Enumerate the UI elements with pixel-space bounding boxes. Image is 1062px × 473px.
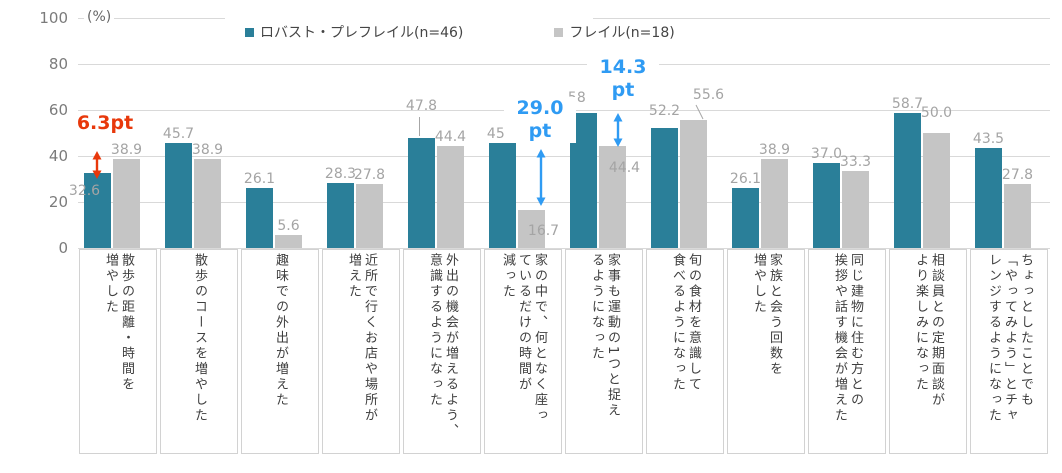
bar-value-label: 26.1 xyxy=(729,170,762,187)
bar-s1-c7 xyxy=(680,120,707,248)
bar-s1-c0 xyxy=(113,158,140,248)
category-label: 家族と会う回数を 増やした xyxy=(751,253,782,377)
bar-value-label: 38.9 xyxy=(758,141,791,158)
bar-s0-c1 xyxy=(165,142,192,248)
category-label-box-10: 相談員との定期面談が より楽しみになった xyxy=(889,249,967,454)
double-arrow-icon xyxy=(92,151,102,179)
bar-s1-c5 xyxy=(518,209,545,248)
bar-s0-c11 xyxy=(975,147,1002,248)
category-label: 同じ建物に住む方との 挨拶や話す機会が増えた xyxy=(832,253,863,424)
category-label-box-1: 散歩のコースを増やした xyxy=(160,249,238,454)
category-label: ちょっとしたことでも 「やってみよう」とチャ レンジするようになった xyxy=(986,253,1033,424)
bar-value-label: 38.9 xyxy=(110,141,143,158)
bar-value-label: 52.2 xyxy=(648,102,681,119)
legend-item-1: フレイル(n=18) xyxy=(554,22,675,42)
bar-value-label: 38.9 xyxy=(191,141,224,158)
bar-value-label: 16.7 xyxy=(527,222,560,239)
bar-value-label: 58.7 xyxy=(891,95,924,112)
category-label-box-7: 旬の食材を意識して 食べるようになった xyxy=(646,249,724,454)
diff-annotation-0: 6.3pt xyxy=(69,112,141,135)
category-label-box-6: 家事も運動の1つと捉え るようになった xyxy=(565,249,643,454)
legend-swatch-icon xyxy=(245,27,254,37)
chart-legend: ロバスト・プレフレイル(n=46) フレイル(n=18) xyxy=(225,8,675,46)
bar-value-label: 26.1 xyxy=(243,170,276,187)
double-arrow-icon xyxy=(536,149,546,206)
bar-s1-c3 xyxy=(356,184,383,248)
legend-label: フレイル(n=18) xyxy=(569,25,675,41)
bar-s1-c6 xyxy=(599,145,626,248)
label-leader-line xyxy=(695,104,704,120)
category-label-box-8: 家族と会う回数を 増やした xyxy=(727,249,805,454)
bar-value-label: 55.6 xyxy=(692,87,725,104)
category-label: 外出の機会が増えるよう、 意識するようになった xyxy=(427,253,458,439)
bar-s0-c3 xyxy=(327,182,354,248)
category-label: 散歩のコースを増やした xyxy=(192,253,207,424)
bar-s0-c5 xyxy=(489,142,516,248)
bar-s0-c7 xyxy=(651,127,678,248)
gridline-80 xyxy=(78,64,1050,65)
bar-value-label: 47.8 xyxy=(405,98,438,115)
category-label: 近所で行くお店や場所が 増えた xyxy=(346,253,377,424)
bar-value-label: 45.7 xyxy=(162,125,195,142)
y-axis-tick-label: 0 xyxy=(58,239,68,257)
bar-s1-c11 xyxy=(1004,184,1031,248)
y-axis-tick-label: 20 xyxy=(48,193,68,211)
bar-s0-c8 xyxy=(732,187,759,248)
bar-s0-c9 xyxy=(813,162,840,248)
y-axis-tick-label: 40 xyxy=(48,147,68,165)
category-label-box-3: 近所で行くお店や場所が 増えた xyxy=(322,249,400,454)
category-label: 家の中で、何となく座っ ているだけの時間が 減った xyxy=(500,253,547,424)
diff-annotation-1: 29.0 pt xyxy=(504,97,576,143)
label-leader-line xyxy=(419,117,420,136)
category-label: 散歩の距離・時間を 増やした xyxy=(103,253,134,393)
bar-value-label: 28.3 xyxy=(324,165,357,182)
bar-s1-c10 xyxy=(923,133,950,248)
bar-value-label: 44.4 xyxy=(434,128,467,145)
category-label-box-5: 家の中で、何となく座っ ているだけの時間が 減った xyxy=(484,249,562,454)
bar-s1-c2 xyxy=(275,235,302,248)
y-axis-unit-label: (%) xyxy=(84,9,115,25)
diff-annotation-2: 14.3 pt xyxy=(587,56,659,102)
category-label-box-11: ちょっとしたことでも 「やってみよう」とチャ レンジするようになった xyxy=(970,249,1048,454)
category-label: 家事も運動の1つと捉え るようになった xyxy=(589,253,620,419)
y-axis-tick-label: 100 xyxy=(39,9,68,27)
bar-s0-c2 xyxy=(246,187,273,248)
bar-value-label: 43.5 xyxy=(972,130,1005,147)
legend-label: ロバスト・プレフレイル(n=46) xyxy=(260,25,464,41)
bar-value-label: 32.6 xyxy=(68,183,101,200)
category-label-box-0: 散歩の距離・時間を 増やした xyxy=(79,249,157,454)
bar-s0-c10 xyxy=(894,112,921,248)
bar-s1-c8 xyxy=(761,158,788,248)
bar-value-label: 27.8 xyxy=(353,167,386,184)
bar-value-label: 44.4 xyxy=(608,159,641,176)
legend-item-0: ロバスト・プレフレイル(n=46) xyxy=(245,22,463,42)
bar-value-label: 50.0 xyxy=(920,105,953,121)
y-axis-tick-label: 60 xyxy=(48,101,68,119)
bar-value-label: 33.3 xyxy=(839,154,872,171)
y-axis-tick-label: 80 xyxy=(48,55,68,73)
bar-value-label: 5.6 xyxy=(277,218,300,235)
category-label-box-9: 同じ建物に住む方との 挨拶や話す機会が増えた xyxy=(808,249,886,454)
category-label: 旬の食材を意識して 食べるようになった xyxy=(670,253,701,393)
category-label: 相談員との定期面談が より楽しみになった xyxy=(913,253,944,408)
bar-value-label: 27.8 xyxy=(1001,167,1034,184)
gridline-40 xyxy=(78,156,1050,157)
bar-s1-c9 xyxy=(842,171,869,248)
gridline-20 xyxy=(78,202,1050,203)
double-arrow-icon xyxy=(613,113,623,147)
category-label: 趣味での外出が増えた xyxy=(273,253,288,408)
gridline-0 xyxy=(78,248,1050,249)
bar-s1-c1 xyxy=(194,158,221,248)
category-label-box-4: 外出の機会が増えるよう、 意識するようになった xyxy=(403,249,481,454)
bar-s1-c4 xyxy=(437,145,464,248)
bar-s0-c0 xyxy=(84,173,111,248)
category-label-box-2: 趣味での外出が増えた xyxy=(241,249,319,454)
bar-value-label: 37.0 xyxy=(810,145,843,162)
bar-s0-c4 xyxy=(408,138,435,248)
legend-swatch-icon xyxy=(554,27,564,37)
